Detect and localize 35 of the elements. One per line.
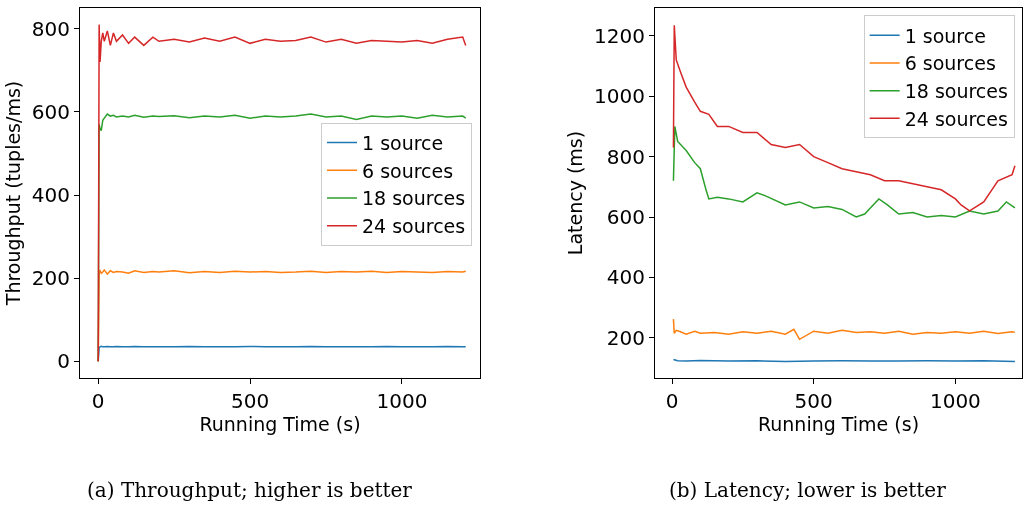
legend-label: 1 source: [904, 24, 986, 47]
y-tick-label: 800: [31, 16, 70, 41]
y-tick-label: 600: [606, 205, 645, 230]
line-series: [672, 318, 1016, 341]
legend-label: 24 sources: [362, 215, 466, 238]
x-tick-label: 1000: [929, 389, 981, 413]
legend-label: 18 sources: [362, 187, 466, 210]
y-tick-label: 800: [606, 144, 645, 169]
x-tick-label: 500: [794, 389, 833, 413]
y-tick-label: 600: [31, 99, 70, 124]
y-tick-label: 1200: [594, 23, 645, 48]
legend-label: 6 sources: [904, 52, 996, 75]
y-tick-label: 1000: [594, 84, 645, 109]
text: (a) Throughput; higher is better: [87, 478, 413, 502]
x-tick-label: 0: [91, 389, 105, 413]
legend-label: 18 sources: [904, 80, 1008, 103]
legend-label: 6 sources: [362, 159, 454, 182]
x-tick-label: 0: [665, 389, 679, 413]
legend-label: 24 sources: [904, 107, 1008, 130]
text: (b) Latency; lower is better: [669, 478, 947, 502]
x-tick-label: 1000: [376, 389, 428, 413]
y-axis-title: Throughput (tuples/ms): [1, 80, 24, 307]
y-tick-label: 200: [31, 266, 70, 291]
y-tick-label: 0: [57, 349, 70, 374]
y-tick-label: 400: [31, 183, 70, 208]
line-series: [97, 23, 467, 363]
line-series: [672, 24, 1016, 212]
x-axis-title: Running Time (s): [199, 413, 361, 435]
y-tick-label: 400: [606, 265, 645, 290]
y-tick-label: 200: [606, 325, 645, 350]
x-tick-label: 500: [230, 389, 270, 413]
y-axis-title: Latency (ms): [563, 130, 586, 256]
line-series: [672, 125, 1016, 218]
legend-label: 1 source: [362, 131, 444, 154]
x-axis-title: Running Time (s): [757, 413, 920, 435]
